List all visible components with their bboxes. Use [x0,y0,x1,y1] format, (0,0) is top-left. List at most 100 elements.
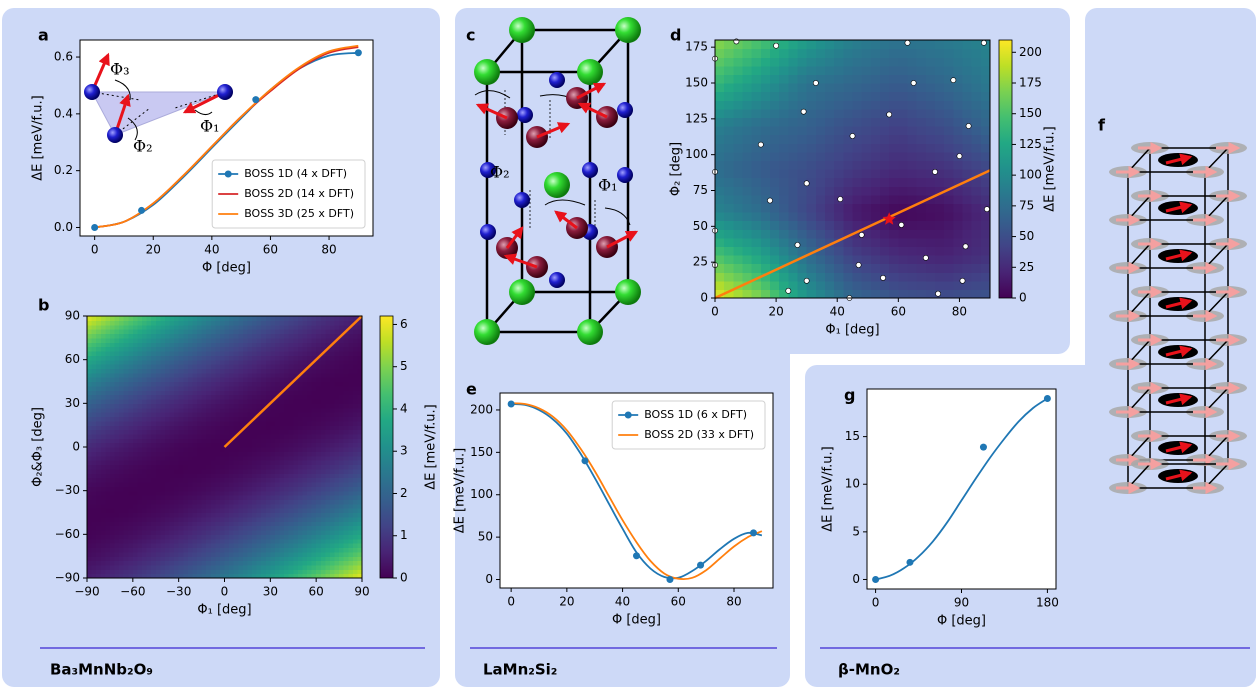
heat-cell [197,486,202,491]
heat-cell [330,569,335,574]
heat-cell [147,434,152,439]
heat-cell [312,491,317,496]
heat-cell [321,539,326,544]
heat-cell [156,438,161,443]
heat-cell [321,412,326,417]
y-tick-label: 60 [65,352,80,366]
heat-cell [348,539,353,544]
heat-cell [944,126,954,135]
heat-cell [752,289,762,298]
heat-cell [183,368,188,373]
heat-cell [165,530,170,535]
heat-cell [266,360,271,365]
heat-cell [335,561,340,566]
heat-cell [752,74,762,83]
heat-cell [953,169,963,178]
heat-cell [197,333,202,338]
heat-cell [238,552,243,557]
sample-point [758,142,763,147]
heat-cell [225,504,230,509]
heat-cell [348,347,353,352]
heat-cell [92,430,97,435]
heat-cell [197,556,202,561]
heat-cell [170,412,175,417]
heat-cell [981,143,991,152]
heat-cell [289,329,294,334]
heat-cell [807,152,817,161]
heat-cell [147,530,152,535]
heat-cell [92,456,97,461]
heat-cell [289,360,294,365]
heat-cell [972,246,982,255]
heat-cell [935,57,945,66]
heat-cell [197,473,202,478]
heat-cell [247,364,252,369]
heat-cell [247,530,252,535]
heat-cell [339,355,344,360]
heat-cell [302,547,307,552]
heat-cell [170,316,175,321]
heat-cell [220,565,225,570]
heat-cell [124,399,129,404]
heat-cell [179,347,184,352]
heat-cell [215,491,220,496]
heat-cell [96,355,101,360]
heat-cell [917,83,927,92]
heat-cell [353,565,358,570]
heat-cell [257,425,262,430]
heat-cell [316,368,321,373]
heat-cell [234,447,239,452]
heat-cell [160,491,165,496]
heat-cell [151,342,156,347]
heat-cell [325,360,330,365]
heat-cell [105,534,110,539]
heat-cell [238,390,243,395]
heat-cell [293,504,298,509]
heat-cell [261,508,266,513]
heat-cell [862,100,872,109]
heat-cell [252,552,257,557]
heat-cell [770,160,780,169]
heat-cell [133,552,138,557]
heat-cell [302,416,307,421]
heat-cell [192,482,197,487]
heat-cell [234,342,239,347]
heat-cell [101,403,106,408]
heat-cell [183,447,188,452]
sample-point [880,275,885,280]
heat-cell [156,526,161,531]
heat-cell [316,482,321,487]
heat-cell [330,565,335,570]
heat-cell [206,416,211,421]
heat-cell [142,539,147,544]
heat-cell [298,329,303,334]
heat-cell [280,513,285,518]
heat-cell [953,255,963,264]
heat-cell [779,57,789,66]
heat-cell [293,360,298,365]
heat-cell [110,495,115,500]
heat-cell [133,382,138,387]
heat-cell [284,408,289,413]
heat-cell [142,504,147,509]
heat-cell [96,464,101,469]
heat-cell [325,517,330,522]
heat-cell [234,408,239,413]
heat-cell [128,456,133,461]
heat-cell [96,382,101,387]
heat-cell [115,556,120,561]
heat-cell [105,421,110,426]
heat-cell [225,412,230,417]
heat-cell [321,530,326,535]
heat-cell [270,333,275,338]
heat-cell [192,434,197,439]
heat-cell [206,547,211,552]
heat-cell [302,491,307,496]
heat-cell [147,412,152,417]
heat-cell [101,508,106,513]
heat-cell [92,447,97,452]
heat-cell [225,368,230,373]
heat-cell [192,447,197,452]
heat-cell [889,117,899,126]
heat-cell [229,569,234,574]
